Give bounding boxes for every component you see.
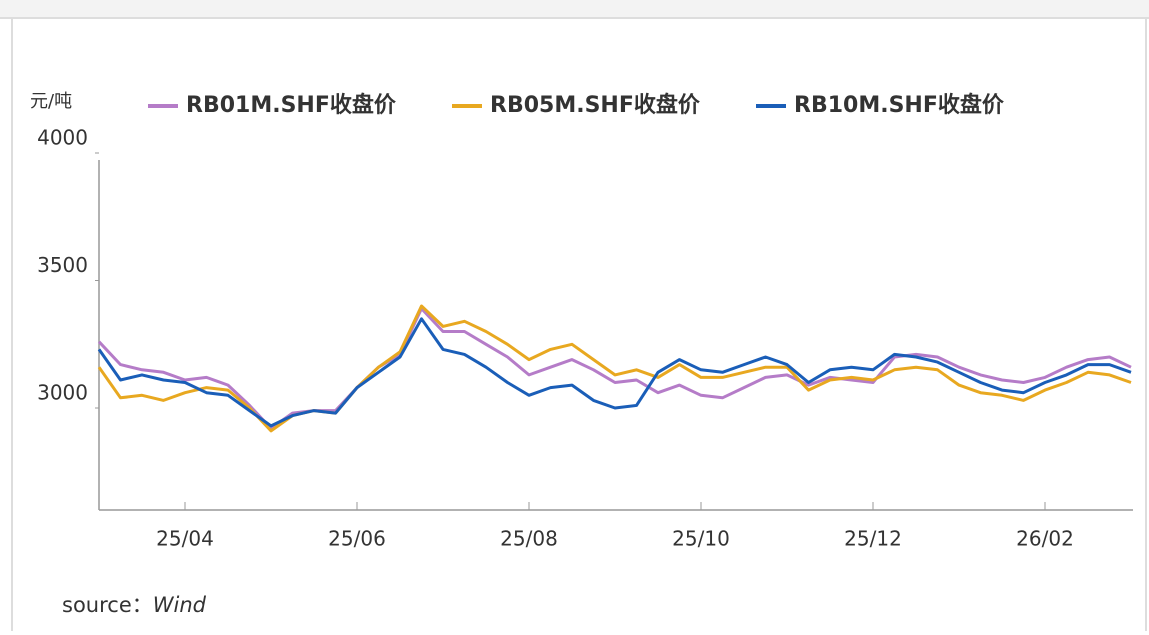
x-tick-label: 25/12	[844, 527, 902, 551]
x-tick-label: 25/04	[156, 527, 214, 551]
series-line	[97, 317, 1132, 428]
source-label: source：Wind	[62, 593, 207, 617]
y-unit: 元/吨	[30, 91, 72, 112]
top-bar	[0, 0, 1149, 18]
x-tick-label: 25/10	[672, 527, 730, 551]
source-prefix: source：	[62, 593, 153, 617]
legend-label: RB05M.SHF收盘价	[490, 92, 701, 118]
y-tick-label: 3000	[37, 381, 88, 405]
legend-label: RB10M.SHF收盘价	[794, 92, 1005, 118]
y-tick-label: 3500	[37, 253, 88, 277]
x-tick-label: 26/02	[1016, 527, 1074, 551]
x-tick-label: 25/08	[500, 527, 558, 551]
series-line	[97, 307, 1132, 430]
source-name: Wind	[153, 593, 207, 617]
legend-label: RB01M.SHF收盘价	[186, 92, 397, 118]
y-tick-label: 4000	[37, 126, 88, 150]
x-tick-label: 25/06	[328, 527, 386, 551]
series-line	[97, 304, 1132, 433]
